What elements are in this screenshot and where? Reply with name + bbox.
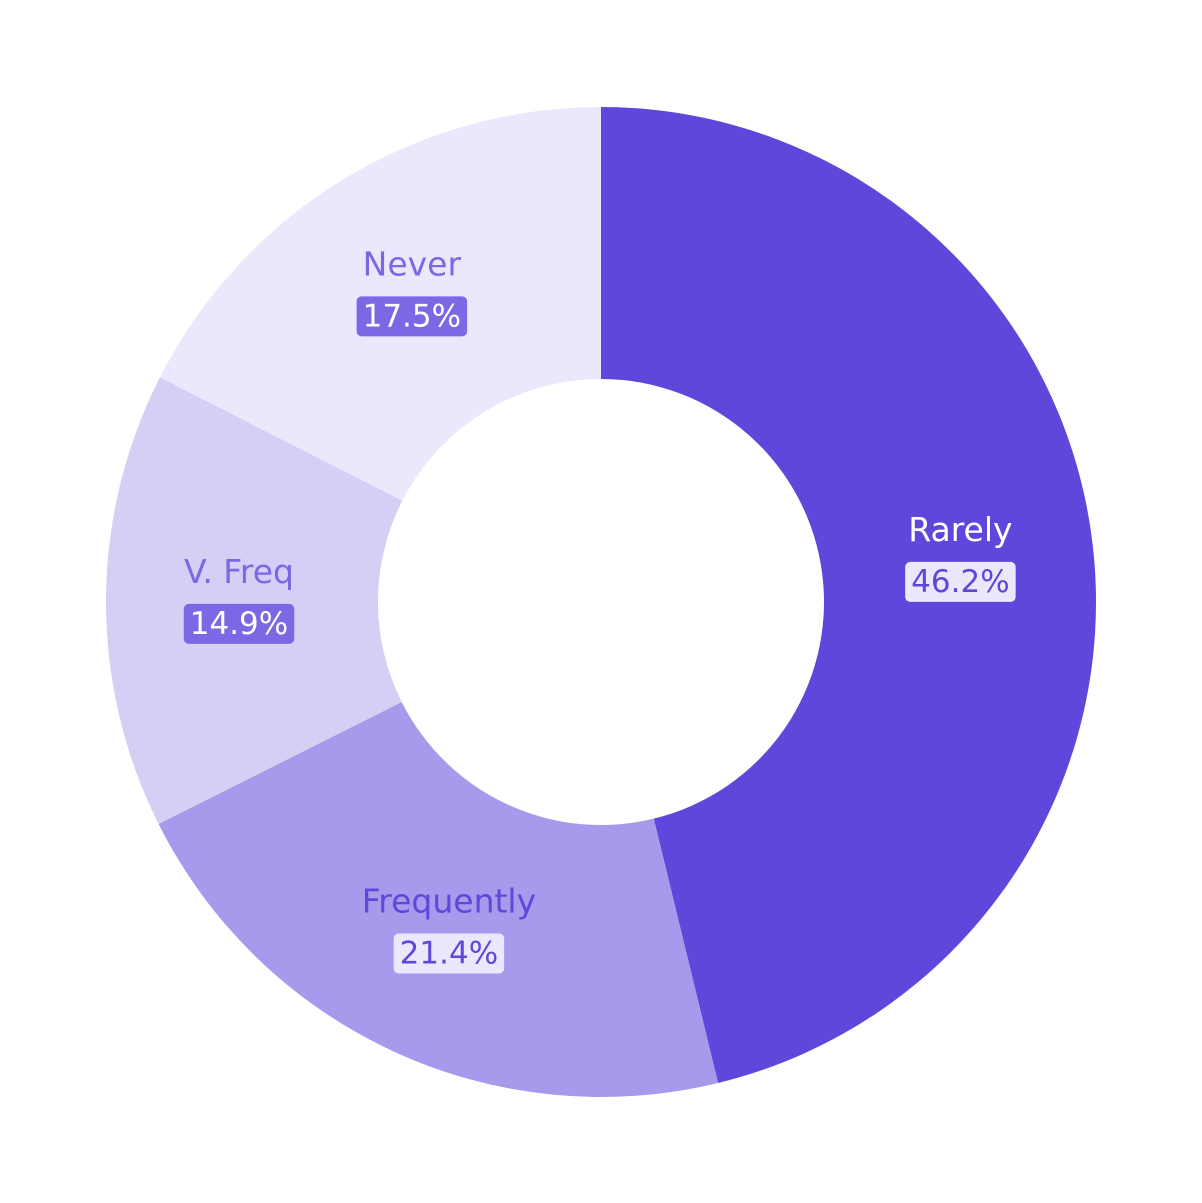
category-label: Frequently [362, 882, 536, 921]
category-label: Never [363, 244, 462, 283]
slice-label-frequently: Frequently 21.4% [362, 882, 536, 974]
percent-label: 17.5% [363, 298, 461, 334]
slice-label-never: Never 17.5% [356, 244, 468, 337]
percent-badge [905, 561, 1016, 602]
category-label: Rarely [908, 510, 1012, 549]
percent-label: 46.2% [911, 564, 1009, 600]
donut-slices [105, 107, 1097, 1098]
percent-badge [183, 603, 295, 644]
category-label: V. Freq [184, 552, 294, 591]
percent-label: 21.4% [400, 936, 498, 972]
donut-labels: Rarely 46.2% Frequently 21.4% V. Freq 14.9% Ne… [183, 244, 1016, 974]
slice-label-v-freq: V. Freq 14.9% [183, 552, 295, 644]
slice-frequently [158, 701, 719, 1098]
slice-label-rarely: Rarely 46.2% [905, 510, 1016, 602]
percent-badge [356, 296, 468, 337]
slice-rarely [601, 107, 1097, 1083]
percent-badge [393, 933, 505, 974]
slice-v-freq [105, 377, 403, 824]
percent-label: 14.9% [190, 606, 288, 642]
